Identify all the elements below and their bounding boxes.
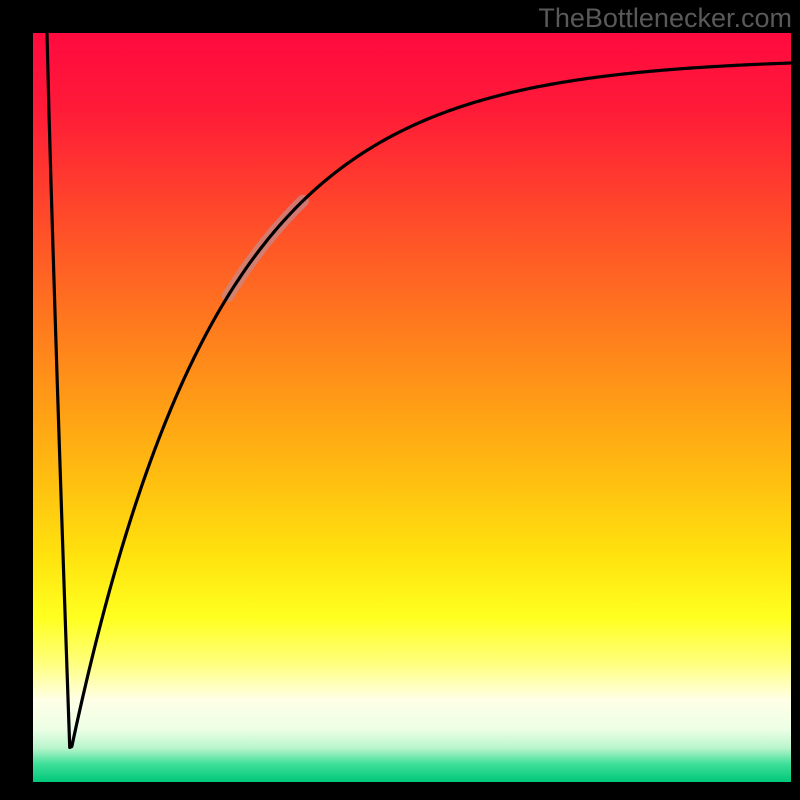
bottleneck-chart: TheBottlenecker.com: [0, 0, 800, 800]
watermark-text: TheBottlenecker.com: [538, 3, 792, 34]
curve-layer: [33, 33, 791, 782]
bottleneck-curve: [47, 33, 791, 747]
plot-area: [33, 33, 791, 782]
curve-highlight: [228, 201, 303, 296]
